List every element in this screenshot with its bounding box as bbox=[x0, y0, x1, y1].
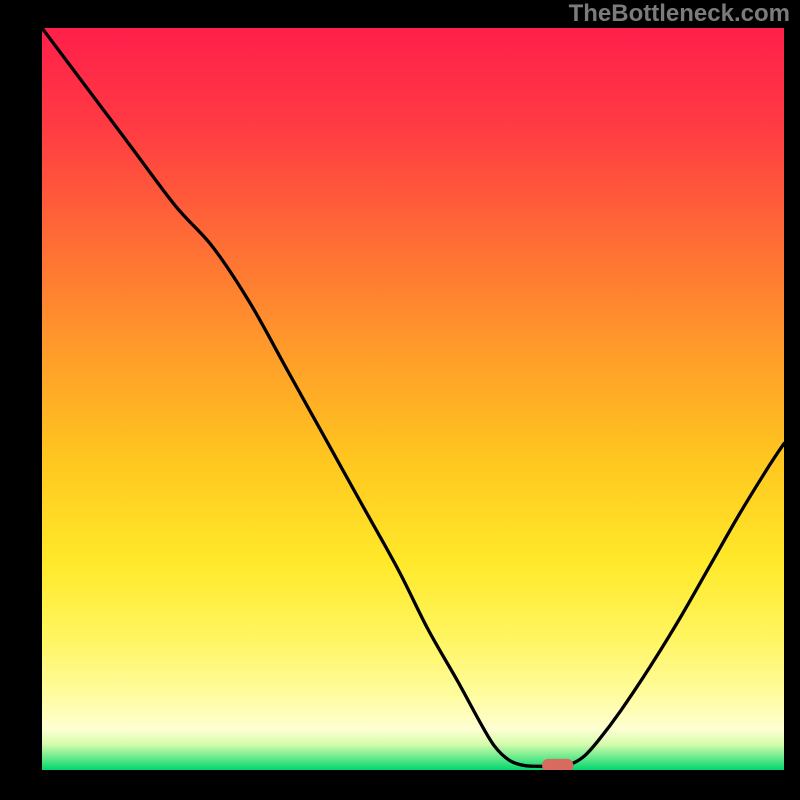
chart-svg bbox=[42, 28, 784, 770]
watermark-text: TheBottleneck.com bbox=[569, 0, 790, 28]
chart-background bbox=[42, 28, 784, 770]
chart-frame: TheBottleneck.com bbox=[0, 0, 800, 800]
plot-area bbox=[42, 28, 784, 770]
optimal-marker bbox=[542, 759, 573, 770]
